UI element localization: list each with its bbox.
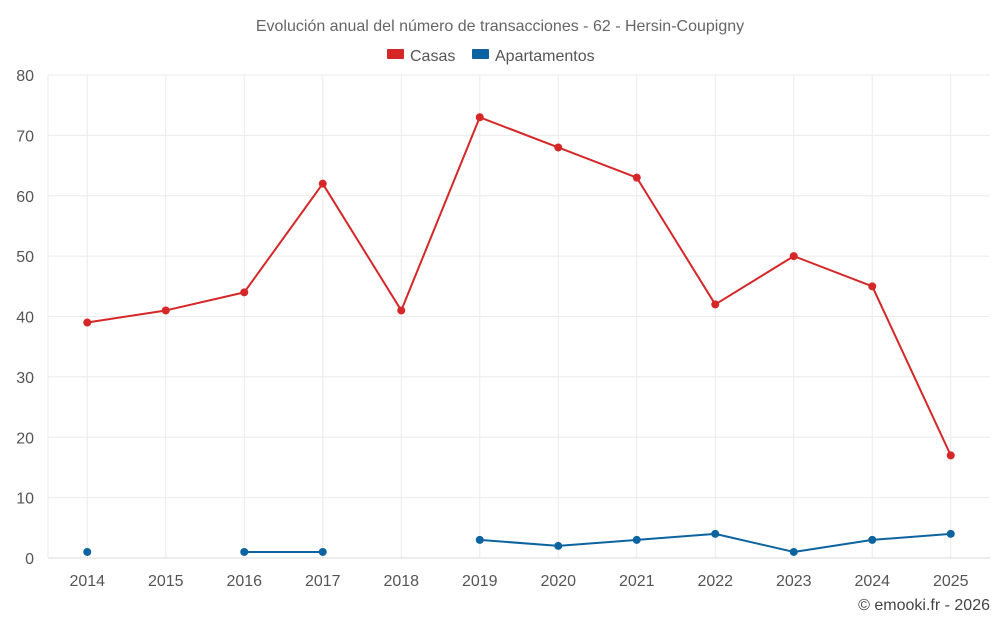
data-point-casas[interactable] [161,306,170,315]
data-point-casas[interactable] [946,451,955,460]
credit-text: © emooki.fr - 2026 [858,597,990,614]
data-point-apartamentos[interactable] [240,547,249,556]
legend-swatch-casas [387,49,404,59]
legend-swatch-apartamentos [472,49,489,59]
x-axis: 2014 2015 2016 2017 2018 2019 2020 2021 2022 2023… [48,557,990,590]
y-tick-label: 40 [16,310,34,327]
legend-item-apartamentos[interactable]: Apartamentos [472,48,595,65]
y-tick-label: 70 [16,128,34,145]
series-casas [83,113,955,460]
data-point-apartamentos[interactable] [475,535,484,544]
chart-title: Evolución anual del número de transaccio… [256,18,744,35]
series-layer [83,113,955,556]
x-tick-label: 2019 [462,573,498,590]
x-tick-label: 2022 [697,573,733,590]
x-tick-label: 2024 [854,573,890,590]
data-point-apartamentos[interactable] [83,547,92,556]
series-apartamentos [83,529,955,556]
x-tick-label: 2021 [619,573,655,590]
y-axis: 0 10 20 30 40 50 60 70 80 [16,68,34,568]
y-tick-label: 50 [16,249,34,266]
data-point-casas[interactable] [240,288,249,297]
y-tick-label: 80 [16,68,34,85]
x-tick-label: 2025 [933,573,969,590]
data-point-casas[interactable] [475,113,484,122]
y-tick-label: 30 [16,370,34,387]
y-tick-label: 0 [25,551,34,568]
x-tick-label: 2014 [69,573,105,590]
data-point-casas[interactable] [318,179,327,188]
x-tick-label: 2017 [305,573,341,590]
data-point-casas[interactable] [868,282,877,291]
data-point-casas[interactable] [83,318,92,327]
data-point-apartamentos[interactable] [711,529,720,538]
y-tick-label: 10 [16,491,34,508]
legend-label-apartamentos: Apartamentos [495,48,595,65]
data-point-apartamentos[interactable] [318,547,327,556]
series-line-casas [87,116,952,456]
y-tick-label: 20 [16,430,34,447]
legend: Casas Apartamentos [387,48,595,65]
data-point-casas[interactable] [397,306,406,315]
x-tick-label: 2016 [226,573,262,590]
data-point-apartamentos[interactable] [946,529,955,538]
x-tick-label: 2023 [776,573,812,590]
legend-item-casas[interactable]: Casas [387,48,455,65]
legend-label-casas: Casas [410,48,455,65]
data-point-casas[interactable] [789,252,798,261]
data-point-casas[interactable] [554,143,563,152]
data-point-apartamentos[interactable] [632,535,641,544]
y-tick-label: 60 [16,189,34,206]
x-tick-label: 2018 [383,573,419,590]
x-tick-label: 2020 [540,573,576,590]
data-point-apartamentos[interactable] [868,535,877,544]
data-point-apartamentos[interactable] [554,541,563,550]
data-point-casas[interactable] [632,173,641,182]
x-tick-label: 2015 [148,573,184,590]
grid [47,74,990,559]
data-point-apartamentos[interactable] [789,547,798,556]
data-point-casas[interactable] [711,300,720,309]
